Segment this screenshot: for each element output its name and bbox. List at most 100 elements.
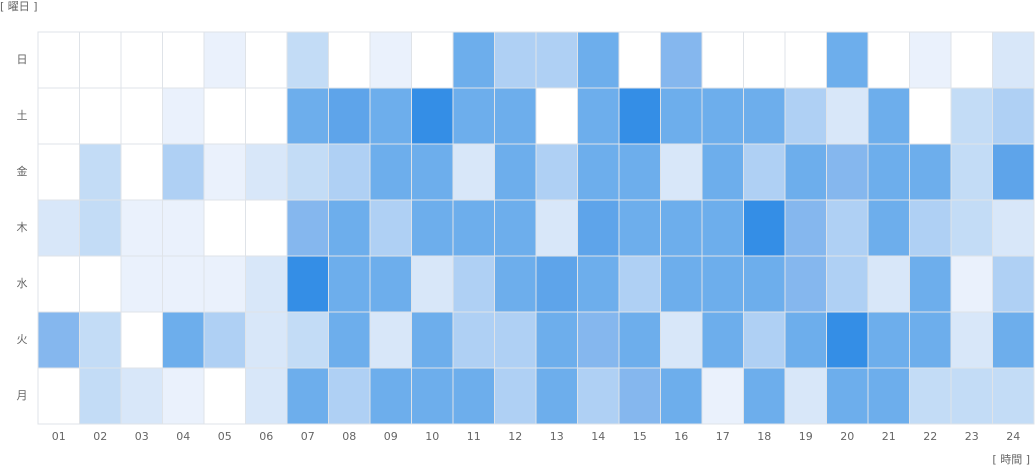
x-tick-label: 03 xyxy=(135,430,149,443)
heatmap-cell xyxy=(203,87,246,145)
heatmap-cell xyxy=(203,199,246,257)
heatmap-cell xyxy=(577,199,620,257)
heatmap-cell xyxy=(452,143,495,201)
heatmap-cell xyxy=(950,87,993,145)
heatmap-cell xyxy=(328,199,371,257)
heatmap-cell xyxy=(618,255,661,313)
heatmap-cell xyxy=(162,143,205,201)
heatmap-cell xyxy=(535,255,578,313)
x-tick-label: 13 xyxy=(550,430,564,443)
heatmap-cell xyxy=(369,199,412,257)
heatmap-cell xyxy=(452,311,495,369)
heatmap-cell xyxy=(79,199,122,257)
heatmap-cell xyxy=(411,367,454,425)
y-tick-label: 火 xyxy=(17,333,28,346)
heatmap-cell xyxy=(494,311,537,369)
heatmap-cell xyxy=(328,87,371,145)
heatmap-cell xyxy=(826,367,869,425)
x-tick-label: 20 xyxy=(840,430,854,443)
heatmap-cell xyxy=(245,367,288,425)
heatmap-cell xyxy=(494,31,537,89)
heatmap-cell xyxy=(743,87,786,145)
heatmap-cell xyxy=(162,255,205,313)
heatmap-cell xyxy=(660,143,703,201)
heatmap-cell xyxy=(286,199,329,257)
heatmap-cell xyxy=(577,87,620,145)
heatmap-cell xyxy=(452,199,495,257)
heatmap-cell xyxy=(909,31,952,89)
heatmap-cell xyxy=(577,367,620,425)
heatmap-cell xyxy=(743,199,786,257)
heatmap-cell xyxy=(992,255,1035,313)
x-tick-label: 11 xyxy=(467,430,481,443)
heatmap-cell xyxy=(867,199,910,257)
heatmap-cell xyxy=(245,31,288,89)
heatmap-cell xyxy=(411,31,454,89)
heatmap-cell xyxy=(992,87,1035,145)
heatmap-cell xyxy=(535,311,578,369)
heatmap-cell xyxy=(784,311,827,369)
heatmap-cell xyxy=(577,143,620,201)
heatmap-cell xyxy=(618,311,661,369)
heatmap-cell xyxy=(950,143,993,201)
heatmap-cell xyxy=(37,367,80,425)
heatmap-cell xyxy=(37,255,80,313)
heatmap-cell xyxy=(79,367,122,425)
heatmap-cell xyxy=(286,367,329,425)
heatmap-cell xyxy=(618,87,661,145)
heatmap-cell xyxy=(577,311,620,369)
heatmap-cell xyxy=(743,255,786,313)
heatmap-cell xyxy=(867,87,910,145)
heatmap-cell xyxy=(950,367,993,425)
heatmap-cell xyxy=(79,143,122,201)
heatmap-cell xyxy=(909,311,952,369)
heatmap-cell xyxy=(37,311,80,369)
heatmap-cell xyxy=(992,367,1035,425)
heatmap-cell xyxy=(286,31,329,89)
heatmap-cell xyxy=(120,143,163,201)
heatmap-cell xyxy=(369,87,412,145)
heatmap-cell xyxy=(286,255,329,313)
heatmap-cell xyxy=(992,31,1035,89)
heatmap-cell xyxy=(784,31,827,89)
heatmap-cell xyxy=(328,31,371,89)
heatmap-cell xyxy=(120,255,163,313)
y-tick-label: 日 xyxy=(17,53,28,66)
y-tick-label: 水 xyxy=(17,277,28,290)
heatmap-cell xyxy=(660,255,703,313)
heatmap-cell xyxy=(577,31,620,89)
x-tick-label: 19 xyxy=(799,430,813,443)
heatmap-cell xyxy=(909,199,952,257)
heatmap-cell xyxy=(826,311,869,369)
heatmap-cell xyxy=(867,311,910,369)
heatmap-cell xyxy=(950,199,993,257)
heatmap-cell xyxy=(245,255,288,313)
heatmap-cell xyxy=(909,143,952,201)
heatmap-cell xyxy=(660,367,703,425)
heatmap-cell xyxy=(411,199,454,257)
heatmap-cell xyxy=(245,311,288,369)
x-tick-label: 17 xyxy=(716,430,730,443)
heatmap-cell xyxy=(37,31,80,89)
x-tick-label: 06 xyxy=(259,430,273,443)
heatmap-cell xyxy=(535,87,578,145)
heatmap-cell xyxy=(701,367,744,425)
heatmap-cell xyxy=(79,31,122,89)
heatmap-cell xyxy=(79,87,122,145)
heatmap-cell xyxy=(162,199,205,257)
heatmap-cell xyxy=(203,143,246,201)
heatmap-cell xyxy=(909,255,952,313)
heatmap-cell xyxy=(867,367,910,425)
heatmap-cell xyxy=(992,311,1035,369)
heatmap-cell xyxy=(494,143,537,201)
x-tick-label: 23 xyxy=(965,430,979,443)
heatmap-cell xyxy=(494,87,537,145)
heatmap-cell xyxy=(120,367,163,425)
heatmap-cell xyxy=(660,199,703,257)
heatmap-cell xyxy=(784,199,827,257)
heatmap-cell xyxy=(162,367,205,425)
heatmap-cell xyxy=(909,87,952,145)
heatmap-cell xyxy=(784,143,827,201)
heatmap-cell xyxy=(369,311,412,369)
heatmap-cell xyxy=(494,255,537,313)
